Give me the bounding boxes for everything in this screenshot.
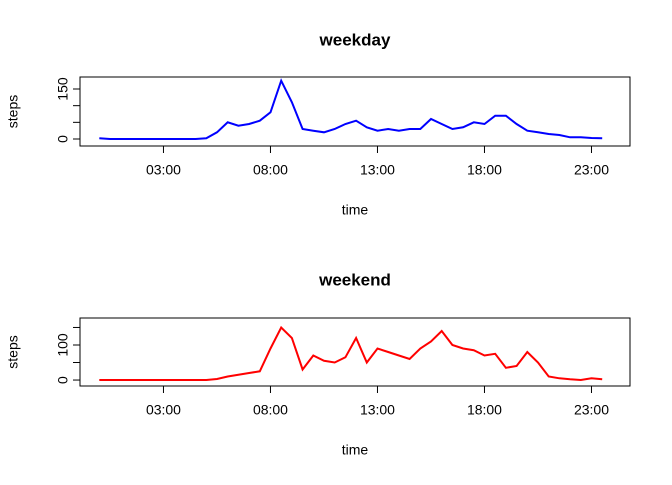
x-tick-label: 08:00 (253, 162, 288, 178)
data-line (99, 78, 603, 140)
y-tick-label: 100 (55, 333, 71, 357)
x-tick-label: 18:00 (467, 402, 502, 418)
x-tick-label: 03:00 (146, 162, 181, 178)
x-axis-label: time (342, 442, 369, 458)
x-tick-label: 03:00 (146, 402, 181, 418)
y-axis-label: steps (5, 95, 21, 128)
x-tick-label: 23:00 (574, 162, 609, 178)
x-tick-label: 13:00 (360, 162, 395, 178)
x-tick-label: 23:00 (574, 402, 609, 418)
y-axis-label: steps (5, 335, 21, 368)
plot-box (79, 76, 631, 147)
plot-box (79, 317, 631, 387)
y-tick-label: 0 (55, 376, 71, 384)
data-line (99, 325, 603, 382)
y-tick-label: 0 (55, 135, 71, 143)
x-tick-label: 18:00 (467, 162, 502, 178)
x-tick-label: 08:00 (253, 402, 288, 418)
chart-title: weekday (319, 30, 391, 49)
chart-title: weekend (318, 270, 391, 289)
y-tick-label: 150 (55, 77, 71, 101)
x-axis-label: time (342, 202, 369, 218)
x-tick-label: 13:00 (360, 402, 395, 418)
